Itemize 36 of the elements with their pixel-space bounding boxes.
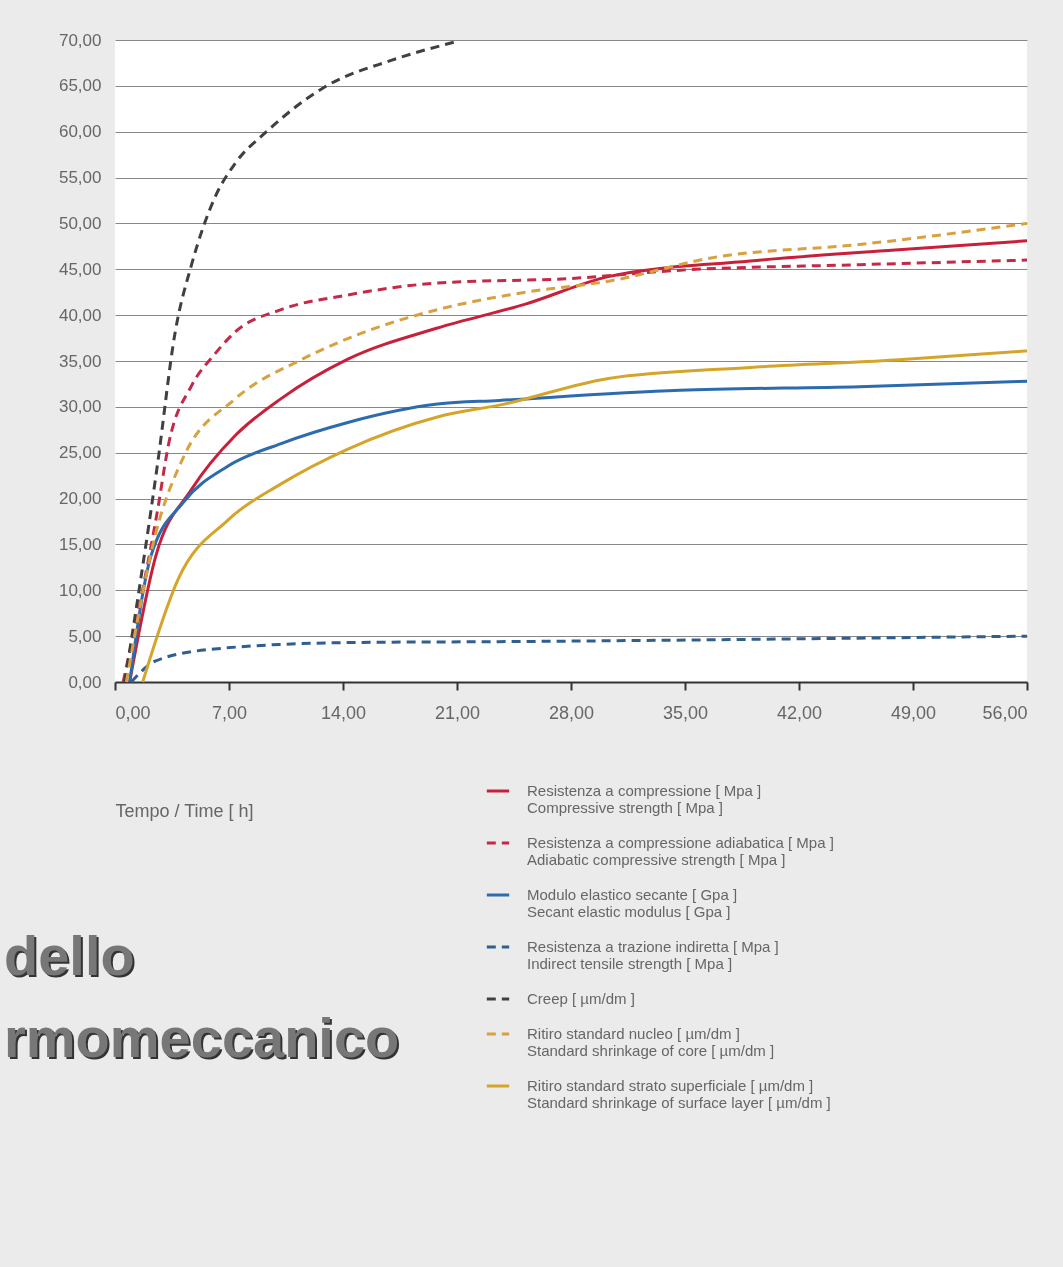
y-tick-label: 0,00 — [68, 672, 102, 692]
legend-label: Resistenza a compressione [ Mpa ] Compressive strength [ Mpa ] — [527, 782, 762, 816]
y-tick-label: 40,00 — [58, 305, 102, 325]
legend-label: Resistenza a compressione adiabatica [ Mpa ] Adiabatic compressive strength [ Mpa ] — [527, 834, 834, 868]
legend-label: Ritiro standard nucleo [ µm/dm ] Standard shrinkage of core [ µm/dm ] — [527, 1025, 775, 1059]
x-tick-label: 14,00 — [320, 702, 367, 723]
x-tick-label: 56,00 — [982, 702, 1028, 723]
y-tick-label: 50,00 — [58, 213, 102, 233]
legend-label: Ritiro standard strato superficiale [ µm/dm ] Standard shrinkage of surface layer [ µm/dm ] — [527, 1077, 831, 1111]
text: rmomeccanico — [4, 1005, 400, 1071]
y-tick-label: 20,00 — [58, 489, 102, 509]
x-tick-label: 35,00 — [662, 702, 709, 723]
x-tick-label: 42,00 — [776, 702, 823, 723]
x-tick-label: 0,00 — [115, 702, 151, 723]
x-tick-label: 7,00 — [211, 702, 248, 723]
y-tick-label: 65,00 — [58, 76, 102, 96]
x-tick-label: 21,00 — [434, 702, 481, 723]
y-tick-label: 15,00 — [58, 534, 102, 554]
y-tick-label: 45,00 — [58, 259, 102, 279]
y-tick-label: 25,00 — [58, 443, 102, 463]
y-tick-label: 5,00 — [68, 626, 102, 646]
y-tick-label: 35,00 — [58, 351, 102, 371]
line-series — [129, 634, 1029, 684]
legend-label: Creep [ µm/dm ] — [527, 990, 635, 1007]
y-tick-label: 30,00 — [58, 397, 102, 417]
y-tick-label: 70,00 — [58, 30, 102, 50]
y-tick-label: 10,00 — [58, 580, 102, 600]
text: dello — [4, 923, 136, 989]
x-axis-title: Tempo / Time [ h] — [115, 800, 254, 821]
x-tick-label: 28,00 — [548, 702, 595, 723]
legend-label: Resistenza a trazione indiretta [ Mpa ] Indirect tensile strength [ Mpa ] — [527, 938, 779, 972]
x-tick-label: 49,00 — [890, 702, 937, 723]
line-series — [123, 40, 457, 684]
y-tick-label: 55,00 — [58, 168, 102, 188]
legend-label: Modulo elastico secante [ Gpa ] Secant elastic modulus [ Gpa ] — [527, 886, 738, 920]
y-tick-label: 60,00 — [58, 122, 102, 142]
